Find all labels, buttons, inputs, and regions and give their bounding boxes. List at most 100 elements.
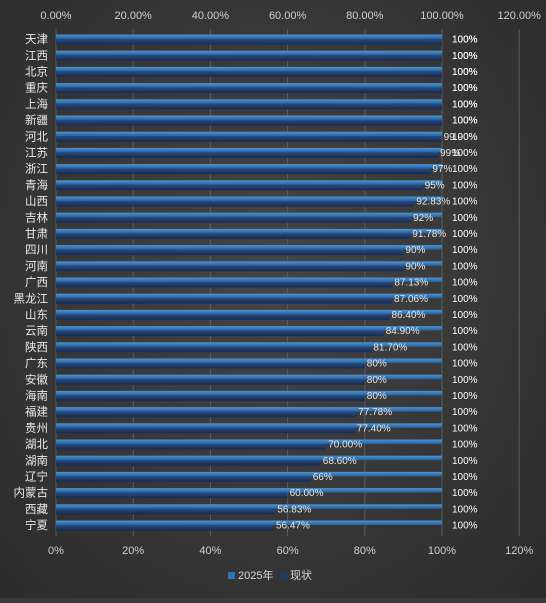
data-label-current: 56.47% <box>276 521 310 532</box>
data-label-current: 80% <box>367 359 387 370</box>
bar-2025 <box>56 34 442 39</box>
legend-swatch-current <box>280 572 287 579</box>
data-label-current: 95% <box>425 180 445 191</box>
data-label-2025: 100% <box>452 375 478 386</box>
top-axis-tick-label: 40.00% <box>192 10 230 22</box>
bar-current <box>56 184 423 191</box>
bar-current <box>56 168 431 175</box>
data-label-2025: 100% <box>452 278 478 289</box>
category-label: 四川 <box>25 244 48 257</box>
category-label: 重庆 <box>25 81 48 95</box>
bar-2025 <box>56 326 442 331</box>
category-label: 山东 <box>25 309 48 322</box>
bar-2025 <box>56 196 442 201</box>
data-label-current: 80% <box>367 375 387 386</box>
data-label-current: 87.13% <box>394 278 428 289</box>
data-label-2025: 100% <box>452 164 478 175</box>
data-label-current: 97% <box>432 164 452 175</box>
bar-current <box>56 492 288 499</box>
data-label-current: 60.00% <box>290 488 324 499</box>
bottom-axis-tick-label: 120% <box>505 545 533 557</box>
category-label: 青海 <box>25 178 48 192</box>
legend-label-2025: 2025年 <box>238 568 273 582</box>
data-label-current: 92% <box>413 213 433 224</box>
bar-current <box>56 508 276 515</box>
data-label-2025: 100% <box>452 456 478 467</box>
data-label-current: 100% <box>452 116 478 127</box>
top-axis-tick-label: 100.00% <box>420 10 464 22</box>
data-label-2025: 100% <box>452 472 478 483</box>
category-label: 宁夏 <box>25 518 48 532</box>
category-label: 安徽 <box>25 372 48 386</box>
data-label-current: 86.40% <box>392 310 426 321</box>
bar-current <box>56 298 393 304</box>
bar-current <box>56 71 442 77</box>
category-label: 天津 <box>25 33 48 46</box>
bar-current <box>56 363 365 369</box>
category-label: 北京 <box>25 65 48 79</box>
data-label-2025: 100% <box>452 67 478 78</box>
data-label-2025: 100% <box>452 521 478 532</box>
data-label-current: 84.90% <box>386 326 420 337</box>
bar-current <box>56 460 321 466</box>
bar-2025 <box>56 164 442 169</box>
data-label-current: 56.83% <box>277 504 311 515</box>
bar-2025 <box>56 131 442 137</box>
data-label-current: 91.78% <box>412 229 446 240</box>
bottom-axis-tick-label: 0% <box>48 545 64 557</box>
data-label-current: 80% <box>367 391 387 402</box>
bottom-axis-tick-label: 60% <box>277 545 299 557</box>
data-label-current: 66% <box>313 472 333 483</box>
bar-2025 <box>56 439 442 444</box>
data-label-2025: 100% <box>452 180 478 191</box>
data-label-current: 81.70% <box>373 342 407 353</box>
data-label-2025: 100% <box>452 197 478 208</box>
data-label-2025: 100% <box>452 148 478 159</box>
data-label-current: 100% <box>452 99 478 110</box>
category-label: 江苏 <box>25 147 48 160</box>
data-label-current: 77.78% <box>358 407 392 418</box>
data-label-2025: 100% <box>452 326 478 337</box>
data-label-2025: 100% <box>452 342 478 353</box>
bar-2025 <box>56 66 442 72</box>
data-label-2025: 100% <box>452 245 478 256</box>
data-label-2025: 100% <box>452 440 478 451</box>
data-label-2025: 100% <box>452 99 478 110</box>
data-label-2025: 100% <box>452 391 478 402</box>
bar-2025 <box>56 407 442 412</box>
data-label-2025: 100% <box>452 294 478 305</box>
bar-current <box>56 525 274 531</box>
data-label-2025: 100% <box>452 359 478 370</box>
bar-current <box>56 330 384 337</box>
bar-current <box>56 152 439 158</box>
data-label-current: 100% <box>452 67 478 78</box>
data-label-2025: 100% <box>452 423 478 434</box>
data-label-2025: 100% <box>452 35 478 46</box>
bar-current <box>56 249 404 256</box>
bottom-axis-tick-label: 80% <box>354 545 376 557</box>
category-label: 福建 <box>25 405 48 419</box>
data-label-2025: 100% <box>452 261 478 272</box>
bar-2025 <box>56 423 442 428</box>
bar-current <box>56 217 412 223</box>
bar-current <box>56 120 442 126</box>
bar-2025 <box>56 455 442 461</box>
bar-current <box>56 87 442 94</box>
category-label: 辽宁 <box>25 470 48 484</box>
bar-2025 <box>56 504 442 509</box>
bar-2025 <box>56 147 442 153</box>
category-label: 甘肃 <box>25 228 48 241</box>
legend-label-current: 现状 <box>290 568 312 582</box>
bar-2025 <box>56 83 442 88</box>
bar-2025 <box>56 180 442 185</box>
data-label-current: 100% <box>452 51 478 62</box>
bar-2025 <box>56 471 442 477</box>
data-label-2025: 100% <box>452 407 478 418</box>
top-axis-tick-label: 60.00% <box>269 10 307 22</box>
bar-current <box>56 136 442 142</box>
bottom-axis-tick-label: 40% <box>199 545 221 557</box>
bar-current <box>56 427 355 434</box>
legend-swatch-2025 <box>228 572 235 579</box>
